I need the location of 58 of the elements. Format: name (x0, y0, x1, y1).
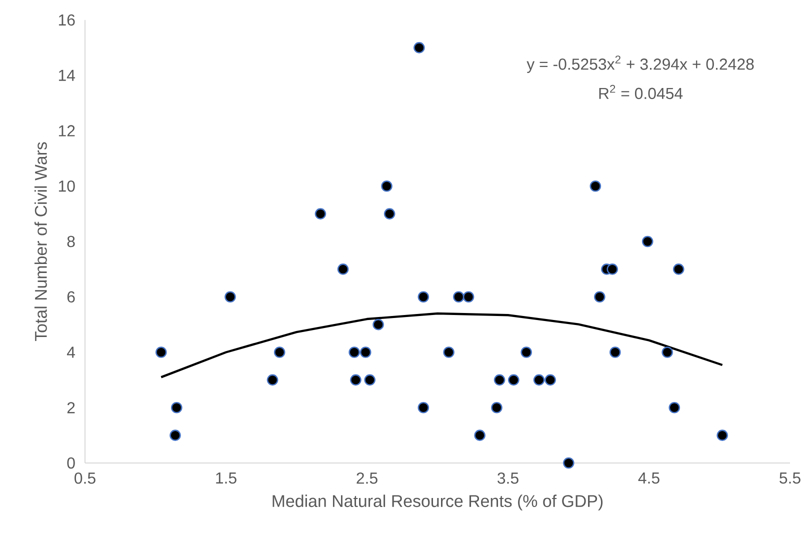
x-tick-label: 5.5 (780, 472, 800, 484)
point (590, 180, 602, 192)
point (716, 430, 728, 441)
point (384, 208, 396, 220)
point (360, 346, 372, 358)
y-tick-label: 14 (58, 70, 76, 81)
point (443, 346, 454, 358)
y-tick-label: 8 (67, 236, 75, 248)
point (171, 402, 182, 414)
x-tick-label: 3.5 (498, 472, 518, 484)
point (337, 264, 349, 275)
x-axis-title: Median Natural Resource Rents (% of GDP) (272, 494, 603, 510)
y-tick-label: 16 (58, 14, 75, 26)
point (364, 374, 376, 386)
point (170, 430, 181, 441)
point (381, 180, 392, 192)
y-tick-label: 6 (67, 291, 75, 303)
y-tick-label: 0 (67, 457, 75, 469)
x-tick-label: 4.5 (638, 472, 660, 484)
point (155, 346, 167, 358)
y-tick-label: 12 (58, 125, 75, 136)
y-tick-label: 4 (66, 346, 76, 358)
line-series (160, 312, 724, 378)
point (662, 346, 673, 358)
point (350, 374, 362, 386)
point (533, 374, 545, 386)
point (508, 374, 520, 386)
x-tick-label: 1.5 (216, 472, 236, 484)
point (672, 264, 684, 275)
point (314, 208, 326, 220)
point (453, 291, 464, 303)
point (544, 374, 556, 386)
point (414, 42, 425, 54)
point (491, 402, 502, 414)
point (610, 346, 621, 358)
point (642, 236, 654, 248)
point (224, 291, 236, 303)
point (266, 374, 278, 386)
point (606, 264, 618, 275)
point (348, 346, 360, 358)
y-tick-label: 10 (58, 180, 75, 192)
point (474, 430, 486, 441)
point (494, 374, 506, 386)
point (668, 402, 680, 414)
annotation: R$^{2}$ = 0.0454 (599, 84, 683, 100)
x-tick-label: 0.5 (74, 472, 96, 484)
point (562, 457, 574, 469)
point (274, 346, 286, 358)
point (462, 291, 474, 303)
annotation: y = -0.5253x$^{2}$ + 3.294x + 0.2428 (526, 56, 754, 73)
y-axis-title: Total Number of Civil Wars (34, 142, 47, 342)
x-tick-label: 2.5 (356, 472, 378, 484)
point (520, 346, 532, 358)
y-tick-label: 2 (67, 402, 75, 414)
point (372, 318, 384, 330)
point (594, 291, 606, 303)
point (418, 291, 430, 303)
point (418, 402, 430, 414)
